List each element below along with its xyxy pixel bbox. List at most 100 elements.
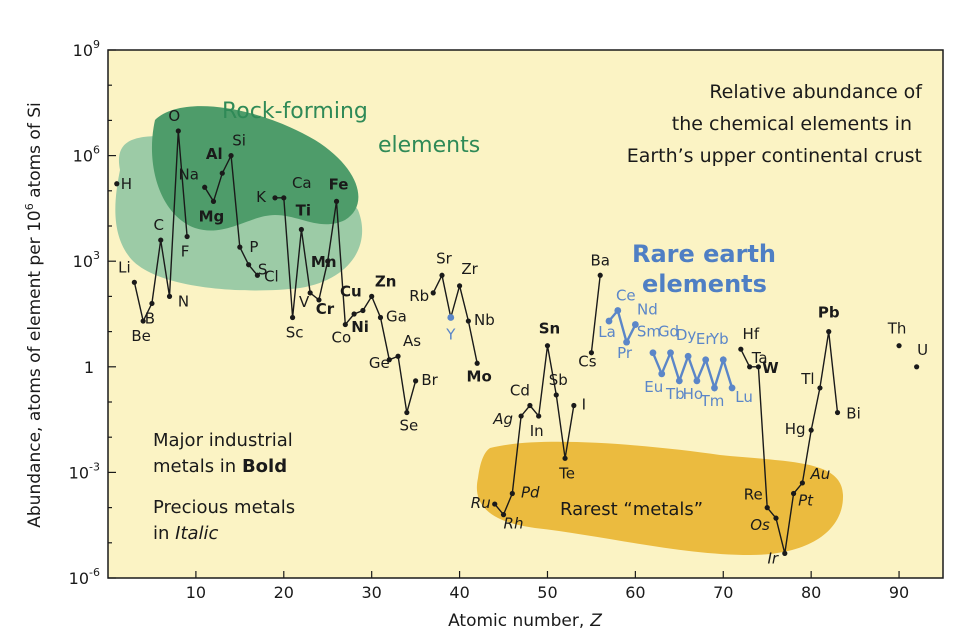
label-Tb: Tb — [665, 385, 685, 403]
label-Cr: Cr — [316, 300, 335, 318]
x-tick-label: 70 — [713, 583, 733, 602]
point-La — [605, 317, 613, 325]
label-Th: Th — [887, 320, 907, 338]
point-Dy — [684, 352, 692, 360]
point-Sb — [553, 392, 559, 398]
label-N: N — [178, 292, 189, 310]
precious-note-italic: Italic — [175, 523, 218, 544]
y-tick-label: 103 — [73, 249, 100, 271]
point-W — [755, 364, 762, 370]
point-Mg — [210, 198, 217, 204]
label-Ti: Ti — [296, 202, 311, 220]
label-Sr: Sr — [436, 249, 453, 267]
point-Cr — [316, 297, 322, 303]
label-Ce: Ce — [616, 286, 636, 304]
point-O — [175, 128, 181, 134]
label-Ca: Ca — [292, 174, 312, 192]
point-Br — [413, 378, 419, 384]
label-As: As — [403, 332, 421, 350]
series-line-7 — [651, 349, 734, 392]
rock-forming-label-2: elements — [378, 133, 480, 158]
x-axis-label: Atomic number, Z — [448, 611, 602, 631]
point-Ho — [693, 377, 701, 385]
point-N — [166, 293, 173, 299]
label-Pt: Pt — [798, 492, 814, 510]
label-Al: Al — [206, 145, 223, 163]
y-tick-label: 10-3 — [69, 460, 100, 482]
rock-forming-region-inner — [151, 106, 359, 231]
label-Y: Y — [445, 326, 456, 344]
point-S — [246, 262, 252, 268]
label-Dy: Dy — [676, 326, 697, 344]
point-Tm — [711, 384, 718, 392]
label-Cu: Cu — [340, 282, 362, 300]
point-As — [395, 353, 401, 359]
rare-earth-label-1: Rare earth — [632, 240, 776, 268]
label-Nb: Nb — [474, 311, 495, 329]
point-Ru — [492, 501, 498, 507]
point-Sr — [439, 272, 445, 278]
point-Au — [799, 480, 805, 486]
point-Ta — [747, 364, 753, 370]
point-Ni — [351, 311, 357, 317]
point-Co — [342, 321, 348, 328]
point-Pt — [790, 490, 797, 497]
label-Nd: Nd — [637, 301, 658, 319]
label-K: K — [256, 188, 267, 206]
point-Rh — [500, 512, 507, 518]
point-Pd — [509, 490, 515, 497]
x-tick-label: 40 — [449, 583, 469, 602]
label-Cd: Cd — [510, 382, 530, 400]
label-Zr: Zr — [461, 260, 478, 278]
label-F: F — [181, 243, 190, 261]
label-Eu: Eu — [644, 378, 663, 396]
point-Te — [562, 455, 568, 461]
point-Ba — [597, 272, 603, 278]
label-Ga: Ga — [386, 308, 407, 326]
label-Yb: Yb — [709, 330, 729, 348]
label-Rh: Rh — [504, 515, 524, 533]
point-In — [536, 413, 542, 419]
label-V: V — [299, 293, 310, 311]
point-Fe — [333, 198, 340, 204]
point-Er — [702, 356, 710, 364]
series-points — [114, 128, 920, 556]
point-Lu — [728, 384, 736, 392]
label-C: C — [153, 216, 163, 234]
label-Os: Os — [750, 516, 770, 534]
label-Mg: Mg — [199, 207, 225, 225]
label-W: W — [762, 359, 779, 377]
point-Hg — [808, 427, 814, 433]
label-Sc: Sc — [286, 324, 304, 342]
label-Hg: Hg — [785, 420, 806, 438]
point-Re — [764, 505, 770, 511]
point-Tl — [817, 385, 823, 391]
point-Ga — [377, 314, 384, 321]
label-Ge: Ge — [369, 354, 390, 372]
label-Hf: Hf — [743, 325, 760, 343]
label-Te: Te — [558, 464, 575, 482]
chart-title-line-3: Earth’s upper continental crust — [627, 145, 922, 167]
point-Nb — [465, 318, 471, 324]
point-Cd — [527, 402, 533, 409]
point-Tb — [675, 377, 683, 385]
label-Pd: Pd — [521, 484, 540, 502]
x-tick-label: 60 — [625, 583, 645, 602]
precious-note-line-2: in Italic — [153, 523, 219, 544]
point-Pb — [826, 329, 832, 335]
point-Y — [447, 314, 455, 321]
point-Bi — [834, 409, 841, 416]
label-Re: Re — [744, 486, 763, 504]
label-La: La — [598, 323, 616, 341]
precious-note-prefix: in — [153, 523, 175, 544]
x-tick-label: 80 — [801, 583, 821, 602]
point-Ge — [386, 357, 392, 363]
x-tick-label: 10 — [186, 583, 206, 602]
label-Lu: Lu — [735, 388, 753, 406]
point-V — [307, 290, 313, 296]
point-K — [272, 195, 278, 201]
label-Cl: Cl — [264, 267, 279, 285]
label-Ru: Ru — [471, 494, 491, 512]
